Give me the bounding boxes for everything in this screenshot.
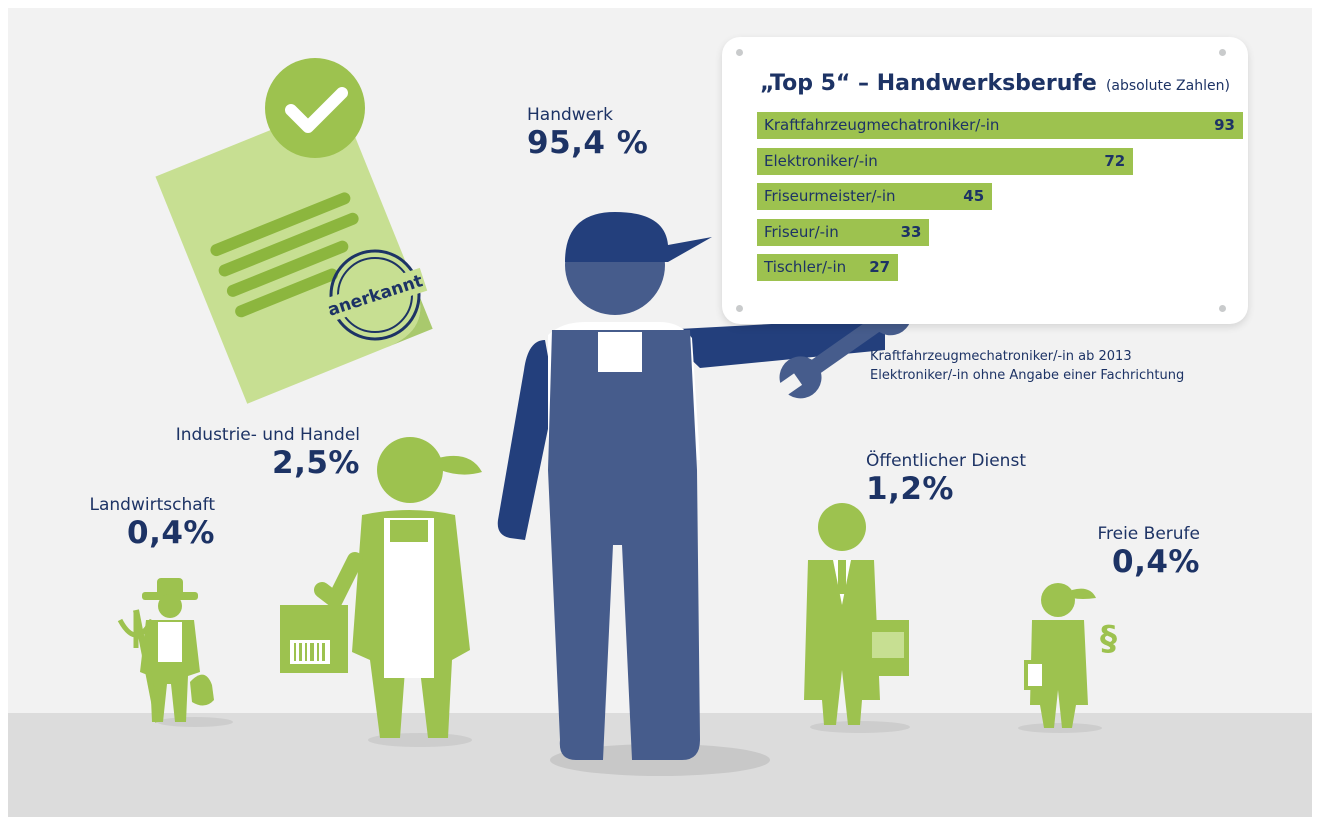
screw [1219, 305, 1226, 312]
bar: Kraftfahrzeugmechatroniker/-in 93 [757, 112, 1243, 139]
sector-label-handwerk: Handwerk 95,4 % [527, 105, 648, 161]
top5-chart-board: „Top 5“ – Handwerksberufe (absolute Zahl… [722, 37, 1248, 324]
bar-value-label: 45 [963, 187, 985, 205]
screw [1219, 49, 1226, 56]
bar-category-label: Kraftfahrzeugmechatroniker/-in [764, 116, 1000, 134]
bar: Elektroniker/-in 72 [757, 147, 1134, 175]
chart-title: „Top 5“ – Handwerksberufe (absolute Zahl… [760, 71, 1230, 96]
chart-footnotes: Kraftfahrzeugmechatroniker/-in ab 2013 E… [870, 347, 1184, 385]
bar-category-label: Friseurmeister/-in [764, 187, 896, 205]
footnote: Elektroniker/-in ohne Angabe einer Fachr… [870, 368, 1185, 383]
paragraph-sign-icon: § [1100, 619, 1117, 659]
sector-percentage: 1,2% [866, 471, 954, 507]
sector-percentage: 0,4% [127, 515, 215, 551]
bar-value-label: 27 [869, 258, 891, 276]
liberal-professions-figure: § [1018, 583, 1117, 733]
sector-percentage: 95,4 % [527, 125, 649, 161]
sector-label-freie-berufe: Freie Berufe 0,4% [1085, 524, 1200, 580]
sector-name: Öffentlicher Dienst [866, 451, 1026, 471]
trade-woman-figure [280, 437, 482, 747]
screw [736, 49, 743, 56]
civil-servant-figure [804, 503, 910, 733]
bar: Friseurmeister/-in 45 [757, 183, 993, 210]
sector-label-oeffentlicher-dienst: Öffentlicher Dienst 1,2% [866, 451, 1026, 507]
sector-label-industrie-handel: Industrie- und Handel 2,5% [145, 425, 360, 481]
sector-name: Handwerk [527, 105, 613, 125]
bar-category-label: Friseur/-in [764, 222, 839, 241]
bar-value-label: 72 [1104, 151, 1126, 170]
bar: Friseur/-in 33 [757, 218, 930, 246]
chart-title-main: „Top 5“ – Handwerksberufe [760, 71, 1097, 96]
screw [736, 305, 743, 312]
sector-name: Industrie- und Handel [175, 425, 360, 445]
bar-value-label: 33 [900, 222, 922, 241]
craftsman-figure [497, 212, 885, 776]
footnote: Kraftfahrzeugmechatroniker/-in ab 2013 [870, 349, 1132, 364]
sector-name: Freie Berufe [1097, 524, 1200, 544]
bar-value-label: 93 [1214, 116, 1235, 134]
sector-percentage: 2,5% [272, 445, 360, 481]
checkmark-icon [265, 58, 365, 158]
bar: Tischler/-in 27 [757, 254, 899, 281]
bar-category-label: Elektroniker/-in [764, 151, 878, 170]
sector-percentage: 0,4% [1112, 544, 1200, 580]
chart-subtitle: (absolute Zahlen) [1105, 78, 1230, 94]
farmer-figure [117, 578, 233, 727]
sector-name: Landwirtschaft [89, 495, 215, 515]
certificate-document-icon [155, 101, 433, 404]
sector-label-landwirtschaft: Landwirtschaft 0,4% [85, 495, 215, 551]
bar-category-label: Tischler/-in [764, 258, 847, 276]
